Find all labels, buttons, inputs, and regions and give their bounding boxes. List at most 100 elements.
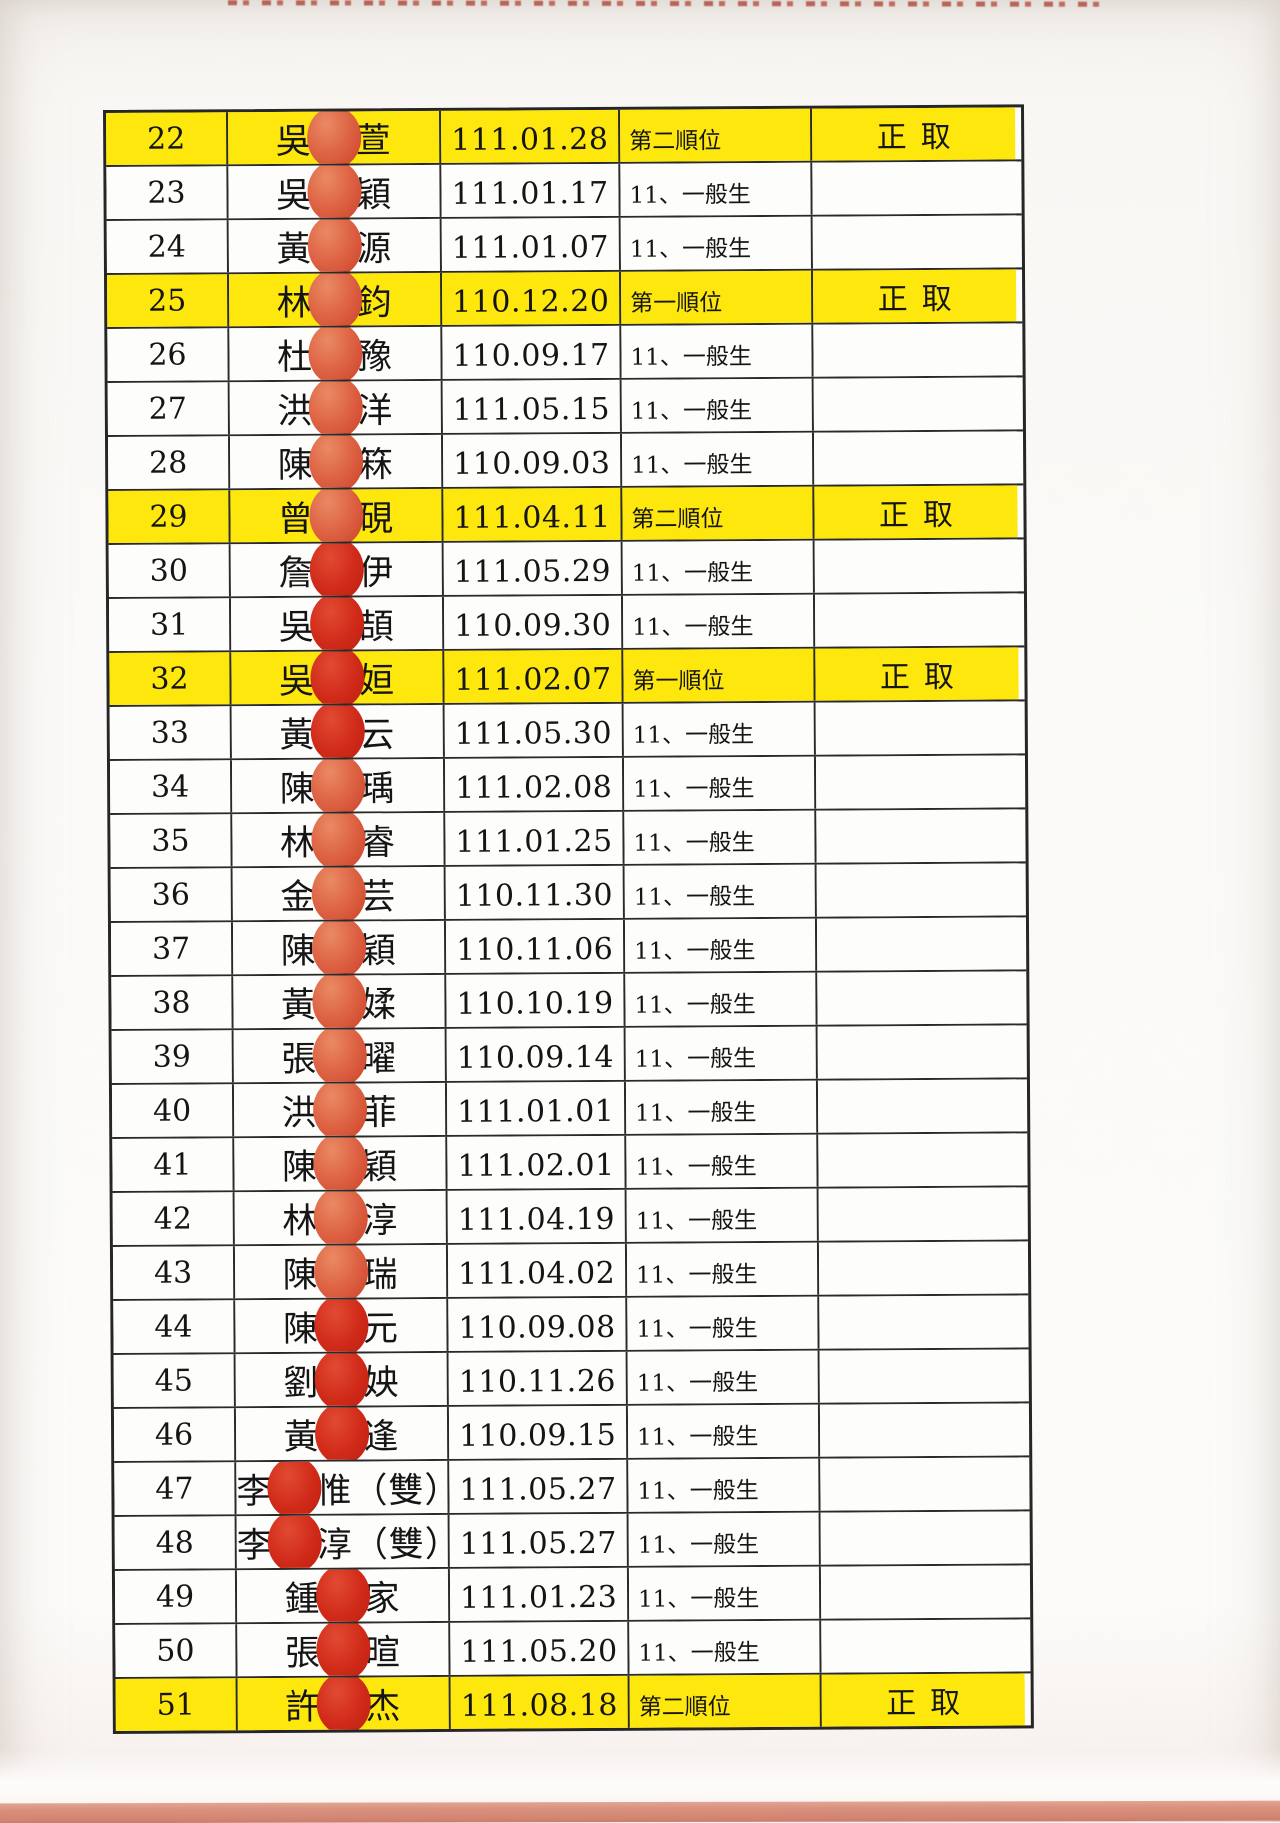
name-given: 惟（雙） — [316, 1461, 447, 1513]
admission-status-cell — [817, 917, 1020, 970]
row-number: 31 — [109, 598, 231, 651]
redaction-stamp-icon — [308, 327, 362, 380]
birth-date: 111.04.11 — [443, 488, 622, 541]
priority-category: 11、一般生 — [623, 595, 815, 648]
student-name-cell: 金 芸 — [233, 867, 446, 920]
row-number: 38 — [111, 976, 233, 1029]
redaction-stamp-icon — [311, 867, 365, 920]
table-row: 28 陳 箖 110.09.03 11、一般生 — [108, 431, 1023, 491]
name-given: 萱 — [356, 112, 392, 163]
birth-date: 110.09.15 — [449, 1406, 628, 1459]
admission-status-cell — [817, 971, 1020, 1024]
table-row: 44 陳 元 110.09.08 11、一般生 — [113, 1295, 1028, 1355]
student-name-cell: 詹 伊 — [231, 543, 444, 596]
row-number: 30 — [109, 544, 231, 597]
priority-category: 11、一般生 — [627, 1297, 819, 1350]
row-number: 22 — [106, 112, 228, 165]
birth-date: 111.04.19 — [448, 1190, 627, 1243]
admission-status-cell — [821, 1619, 1024, 1672]
row-number: 46 — [114, 1408, 236, 1461]
row-number: 45 — [114, 1354, 236, 1407]
table-row: 38 黃 媃 110.10.19 11、一般生 — [111, 971, 1026, 1031]
name-given: 洋 — [357, 382, 393, 433]
row-number: 25 — [107, 274, 229, 327]
redaction-stamp-icon — [309, 543, 363, 596]
birth-date: 111.05.27 — [449, 1460, 628, 1513]
redaction-stamp-icon — [307, 165, 361, 218]
cut-off-red-text-fragment — [228, 0, 1100, 7]
birth-date: 111.02.01 — [447, 1136, 626, 1189]
redaction-stamp-icon — [307, 219, 361, 272]
admission-status-cell — [814, 377, 1017, 430]
table-row: 23 吳 穎 111.01.17 11、一般生 — [106, 161, 1021, 221]
redaction-stamp-icon — [316, 1623, 370, 1676]
admission-status: 正取 — [865, 490, 967, 535]
next-sheet-edge-strip — [0, 1801, 1280, 1823]
priority-category: 11、一般生 — [625, 973, 817, 1026]
table-row: 37 陳 穎 110.11.06 11、一般生 — [111, 917, 1026, 977]
row-number: 43 — [113, 1246, 235, 1299]
priority-category: 第一順位 — [621, 271, 813, 324]
name-given: 穎 — [360, 922, 396, 973]
table-row: 42 林 淳 111.04.19 11、一般生 — [113, 1187, 1028, 1247]
row-number: 49 — [115, 1570, 237, 1623]
student-name-cell: 陳 瑀 — [232, 759, 445, 812]
redaction-stamp-icon — [313, 1191, 367, 1244]
student-name-cell: 陳 瑞 — [235, 1245, 448, 1298]
student-name-cell: 黃 媃 — [233, 975, 446, 1028]
admission-status-cell — [817, 863, 1020, 916]
student-name-cell: 李 惟（雙） — [236, 1461, 449, 1514]
admission-status-cell: 正取 — [814, 485, 1017, 538]
priority-category: 第二順位 — [620, 109, 812, 162]
priority-category: 11、一般生 — [623, 541, 815, 594]
birth-date: 110.11.26 — [449, 1352, 628, 1405]
birth-date: 110.09.14 — [447, 1028, 626, 1081]
table-row: 35 林 睿 111.01.25 11、一般生 — [110, 809, 1025, 869]
redaction-stamp-icon — [308, 435, 362, 488]
redaction-stamp-icon — [310, 651, 364, 704]
row-number: 37 — [111, 922, 233, 975]
birth-date: 111.05.30 — [445, 704, 624, 757]
admission-status: 正取 — [872, 1678, 974, 1723]
row-number: 26 — [107, 328, 229, 381]
redaction-stamp-icon — [312, 975, 366, 1028]
row-number: 23 — [106, 166, 228, 219]
admission-table-wrapper: 22 吳 萱 111.01.28 第二順位 正取 23 吳 穎 111.01.1… — [103, 104, 1034, 1734]
row-number: 48 — [115, 1516, 237, 1569]
name-given: 穎 — [356, 166, 392, 217]
student-name-cell: 洪 菲 — [234, 1083, 447, 1136]
admission-status-cell — [819, 1295, 1022, 1348]
student-name-cell: 張 暄 — [237, 1623, 450, 1676]
row-number: 29 — [108, 490, 230, 543]
table-row: 47 李 惟（雙） 111.05.27 11、一般生 — [114, 1457, 1029, 1517]
priority-category: 11、一般生 — [629, 1513, 821, 1566]
row-number: 47 — [114, 1462, 236, 1515]
birth-date: 111.04.02 — [448, 1244, 627, 1297]
row-number: 24 — [107, 220, 229, 273]
table-row: 27 洪 洋 111.05.15 11、一般生 — [108, 377, 1023, 437]
name-given: 豫 — [357, 328, 393, 379]
student-name-cell: 陳 穎 — [234, 1137, 447, 1190]
name-given: 芸 — [360, 868, 396, 919]
priority-category: 11、一般生 — [625, 865, 817, 918]
student-name-cell: 杜 豫 — [229, 327, 442, 380]
table-row: 32 吳 姮 111.02.07 第一順位 正取 — [109, 647, 1024, 707]
priority-category: 11、一般生 — [629, 1567, 821, 1620]
birth-date: 111.08.18 — [451, 1676, 630, 1729]
row-number: 27 — [108, 382, 230, 435]
redaction-stamp-icon — [313, 1137, 367, 1190]
redaction-stamp-icon — [267, 1461, 321, 1514]
birth-date: 110.09.30 — [444, 596, 623, 649]
redaction-stamp-icon — [316, 1677, 370, 1730]
name-given: 穎 — [362, 1138, 398, 1189]
birth-date: 111.01.25 — [445, 812, 624, 865]
student-name-cell: 吳 姮 — [231, 651, 444, 704]
table-row: 36 金 芸 110.11.30 11、一般生 — [111, 863, 1026, 923]
name-given: 元 — [363, 1300, 399, 1351]
name-given: 姎 — [363, 1354, 399, 1405]
birth-date: 111.02.07 — [444, 650, 623, 703]
table-row: 45 劉 姎 110.11.26 11、一般生 — [114, 1349, 1029, 1409]
row-number: 36 — [111, 868, 233, 921]
admission-status-cell — [815, 539, 1018, 592]
